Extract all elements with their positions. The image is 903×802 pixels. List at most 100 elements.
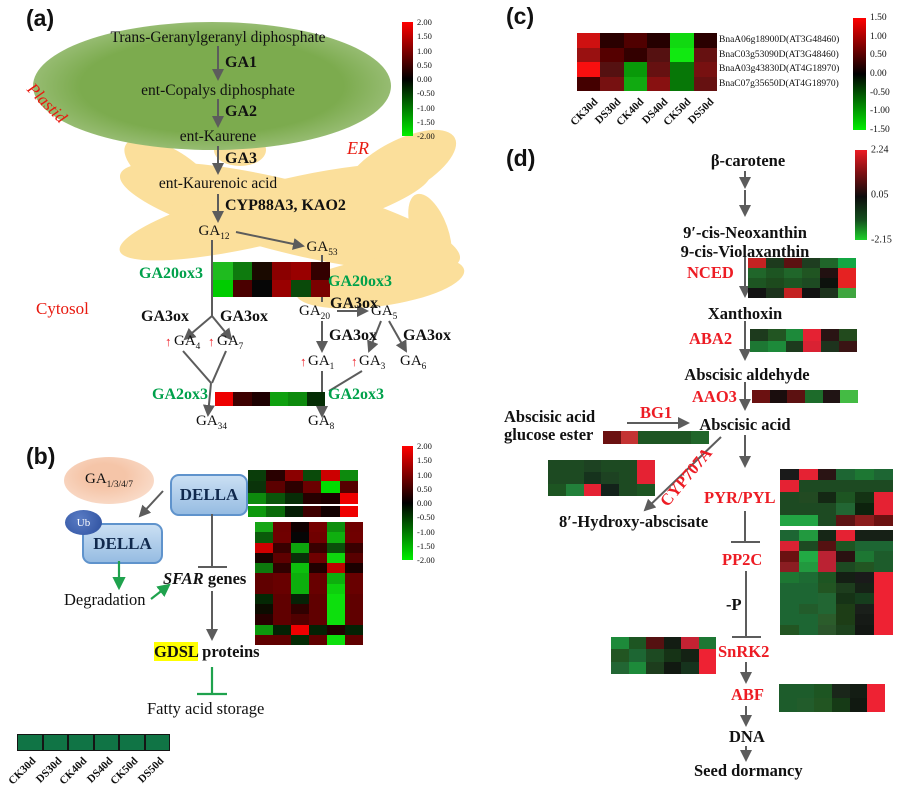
- heatmap-cell: [855, 491, 875, 504]
- della-label: DELLA: [93, 533, 152, 553]
- heatmap-cell: [252, 262, 272, 280]
- heatmap-cell: [583, 484, 602, 496]
- heatmap-cell: [838, 278, 856, 288]
- heatmap-cell: [698, 649, 716, 662]
- heatmap-cell: [600, 76, 624, 91]
- heatmap-cell: [836, 469, 856, 481]
- heatmap-row: [748, 288, 856, 298]
- heatmap-cell: [291, 563, 309, 574]
- heatmap-cell: [339, 492, 358, 504]
- heatmap-cell: [309, 522, 327, 533]
- heatmap-cell: [255, 522, 273, 533]
- heatmap-cell: [798, 514, 818, 527]
- heatmap-cell: [600, 47, 624, 62]
- heatmap-row: [779, 684, 886, 698]
- heatmap-row: [780, 593, 893, 604]
- heatmap-cell: [638, 431, 657, 444]
- heatmap-aba2: [750, 329, 857, 352]
- heatmap-row: [748, 278, 856, 288]
- colorbar-labels: 1.50 1.00 0.50 0.00 -0.50 -1.00 -1.50: [870, 13, 903, 135]
- heatmap-cell: [577, 33, 601, 48]
- heatmap-cell: [802, 278, 820, 288]
- node-beta-carotene: β-carotene: [710, 151, 786, 170]
- heatmap-abf: [779, 684, 886, 712]
- heatmap-cell: [646, 661, 664, 674]
- heatmap-cell: [855, 593, 875, 604]
- heatmap-cell: [309, 604, 327, 615]
- heatmap-cell: [693, 62, 717, 77]
- node-hydroxy-abscisate: 8′-Hydroxy-abscisate: [559, 512, 709, 531]
- heatmap-cell: [670, 76, 694, 91]
- heatmap-cell: [266, 505, 285, 517]
- heatmap-cell: [600, 62, 624, 77]
- heatmap-cell: [327, 593, 345, 604]
- up-arrow-icon: ↑: [300, 354, 307, 369]
- heatmap-cell: [646, 637, 664, 650]
- heatmap-cell: [855, 540, 875, 551]
- colorbar-tick-label: 0.00: [870, 69, 887, 79]
- ub-label: Ub: [76, 516, 91, 529]
- node-ga53: GA53: [306, 239, 338, 258]
- heatmap-cell: [836, 582, 856, 593]
- heatmap-cell: [565, 460, 584, 472]
- heatmap-cell: [339, 505, 358, 517]
- heatmap-cell: [748, 268, 766, 278]
- node-ent-kaurenoic-acid: ent-Kaurenoic acid: [158, 175, 278, 192]
- heatmap-cell: [284, 470, 303, 482]
- heatmap-cell: [784, 278, 802, 288]
- heatmap-cell: [144, 734, 170, 751]
- heatmap-cell: [345, 573, 363, 584]
- heatmap-cell: [766, 278, 784, 288]
- heatmap-row: [17, 734, 170, 751]
- heatmap-cell: [637, 460, 655, 472]
- heatmap-cell: [619, 484, 638, 496]
- heatmap-cell: [780, 561, 799, 572]
- heatmap-cell: [785, 329, 804, 341]
- heatmap-cell: [611, 661, 629, 674]
- gene-row-label: BnaC07g35650D(AT4G18970): [719, 79, 839, 89]
- heatmap-cell: [656, 431, 674, 444]
- heatmap-cell: [345, 532, 363, 543]
- heatmap-cell: [855, 530, 875, 541]
- heatmap-cell: [849, 698, 868, 712]
- heatmap-cell: [803, 340, 822, 352]
- heatmap-cell: [611, 649, 629, 662]
- heatmap-cell: [291, 573, 309, 584]
- gene-row-label: BnaC03g53090D(AT3G48460): [719, 50, 839, 60]
- colorbar-tick-label: -0.50: [417, 88, 435, 99]
- heatmap-cell: [780, 503, 799, 515]
- heatmap-cell: [248, 492, 267, 504]
- heatmap-cell: [601, 460, 620, 472]
- heatmap-cell: [817, 491, 837, 504]
- heatmap-cell: [628, 637, 646, 650]
- enzyme-pp2c: PP2C: [722, 550, 763, 569]
- colorbar-tick-label: 2.00: [417, 441, 432, 451]
- heatmap-cell: [255, 583, 273, 594]
- heatmap-cell: [838, 258, 856, 268]
- heatmap-cell: [780, 582, 799, 593]
- node-sfar-genes: SFAR genes: [163, 569, 247, 588]
- heatmap-cell: [693, 33, 717, 48]
- heatmap-cell: [623, 47, 647, 62]
- node-ga5: GA5: [371, 303, 398, 322]
- heatmap-cell: [855, 503, 875, 515]
- heatmap-cell: [779, 684, 797, 698]
- enzyme-ga2: GA2: [225, 103, 257, 120]
- heatmap-row: [780, 603, 893, 614]
- heatmap-cell: [284, 481, 303, 493]
- node-ga1: GA1: [308, 353, 335, 372]
- heatmap-cell: [291, 614, 309, 625]
- heatmap-row: [255, 532, 363, 543]
- colorbar-tick-label: 2.24: [871, 144, 889, 156]
- colorbar-tick-label: -1.00: [417, 102, 435, 113]
- heatmap-cell: [273, 573, 291, 584]
- enzyme-ga3: GA3: [225, 150, 257, 167]
- heatmap-cell: [266, 470, 285, 482]
- heatmap-cell: [874, 480, 893, 492]
- heatmap-row: [750, 329, 857, 341]
- heatmap-row: [255, 522, 363, 533]
- heatmap-cyp707a: [548, 460, 655, 496]
- heatmap-cell: [327, 634, 345, 645]
- heatmap-cell: [302, 481, 322, 493]
